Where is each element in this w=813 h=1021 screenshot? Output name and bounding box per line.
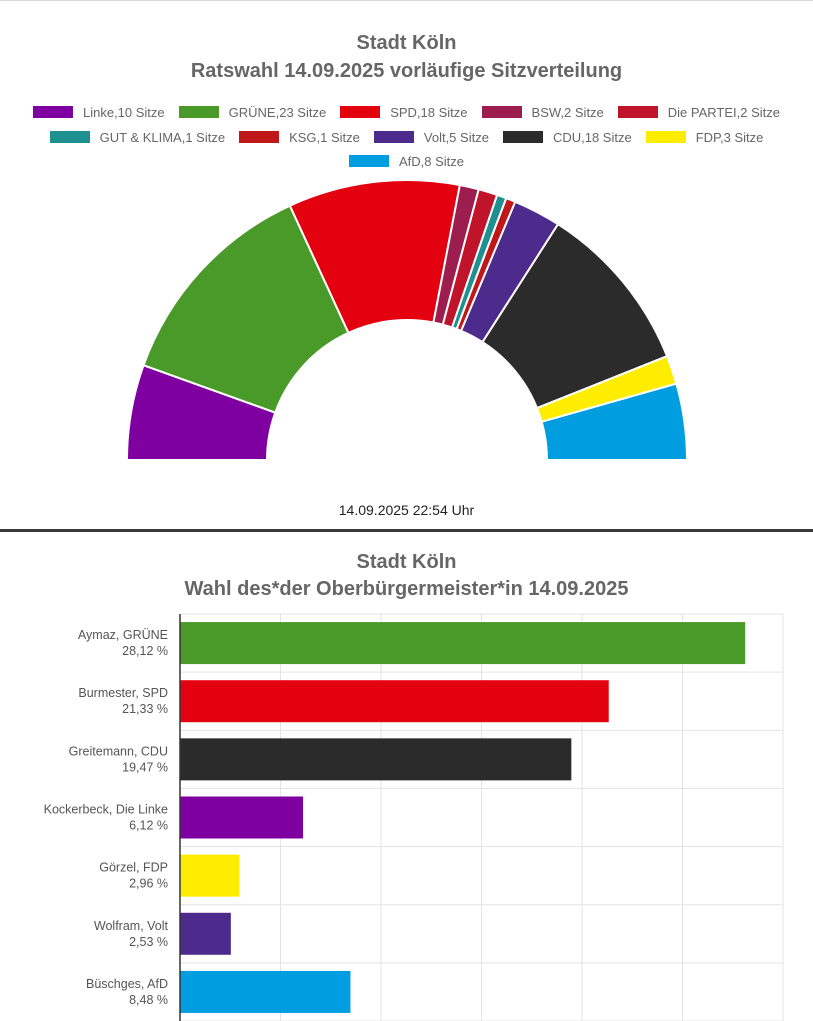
- chart-title: Stadt Köln: [356, 551, 457, 573]
- legend-label: AfD,8 Sitze: [398, 153, 465, 169]
- legend-label: SPD,18 Sitze: [390, 104, 468, 120]
- value-label: 21,33 %: [122, 702, 168, 716]
- legend-label: Linke,10 Sitze: [82, 104, 165, 120]
- legend-item-fdp[interactable]: FDP,3 Sitze: [645, 129, 764, 145]
- legend-label: CDU,18 Sitze: [552, 129, 632, 145]
- legend-item-spd[interactable]: SPD,18 Sitze: [340, 104, 468, 120]
- seat-distribution-chart: [125, 179, 689, 461]
- legend-swatch: [617, 106, 658, 118]
- legend-item-gut-and-klima[interactable]: GUT & KLIMA,1 Sitze: [49, 129, 226, 145]
- chart-subtitle: Ratswahl 14.09.2025 vorläufige Sitzverte…: [190, 60, 623, 82]
- category-label: Burmester, SPD: [78, 686, 168, 700]
- timestamp: 14.09.2025 22:54 Uhr: [338, 502, 475, 518]
- legend-swatch: [239, 131, 280, 143]
- category-label: Greitemann, CDU: [69, 744, 168, 758]
- value-label: 6,12 %: [129, 819, 168, 833]
- category-label: Aymaz, GRÜNE: [78, 628, 168, 642]
- bar-kockerbeck-die-linke[interactable]: [180, 796, 304, 839]
- legend-swatch: [340, 106, 381, 118]
- legend-swatch: [481, 106, 522, 118]
- bar-goerzel-fdp[interactable]: [180, 854, 240, 897]
- seat-distribution-panel: Stadt Köln Ratswahl 14.09.2025 vorläufig…: [0, 0, 813, 518]
- bar-greitemann-cdu[interactable]: [180, 738, 572, 781]
- legend-swatch: [373, 131, 414, 143]
- panel-divider: [0, 529, 813, 532]
- legend-swatch: [49, 131, 90, 143]
- chart-subtitle: Wahl des*der Oberbürgermeister*in 14.09.…: [184, 578, 629, 600]
- legend-label: KSG,1 Sitze: [289, 129, 360, 145]
- legend-label: Volt,5 Sitze: [423, 129, 489, 145]
- bar-burmester-spd[interactable]: [180, 680, 609, 723]
- legend-item-volt[interactable]: Volt,5 Sitze: [373, 129, 489, 145]
- legend-item-bsw[interactable]: BSW,2 Sitze: [481, 104, 604, 120]
- mayor-election-panel: Stadt Köln Wahl des*der Oberbürgermeiste…: [0, 532, 813, 1021]
- category-label: Büschges, AfD: [86, 977, 168, 991]
- category-label: Wolfram, Volt: [94, 919, 169, 933]
- legend-label: GUT & KLIMA,1 Sitze: [99, 129, 226, 145]
- legend-label: GRÜNE,23 Sitze: [228, 104, 327, 120]
- category-label: Kockerbeck, Die Linke: [44, 803, 168, 817]
- value-label: 2,53 %: [129, 935, 168, 949]
- legend-label: FDP,3 Sitze: [695, 129, 764, 145]
- legend-item-die-partei[interactable]: Die PARTEI,2 Sitze: [617, 104, 781, 120]
- legend-swatch: [645, 131, 686, 143]
- value-label: 2,96 %: [129, 877, 168, 891]
- legend-swatch: [32, 106, 73, 118]
- chart-title: Stadt Köln: [356, 32, 457, 54]
- value-label: 28,12 %: [122, 644, 168, 658]
- bar-wolfram-volt[interactable]: [180, 912, 231, 955]
- bar-aymaz-gruene[interactable]: [180, 622, 746, 665]
- bar-bueschges-afd[interactable]: [180, 970, 351, 1013]
- value-label: 19,47 %: [122, 760, 168, 774]
- legend-swatch: [178, 106, 219, 118]
- legend-item-ksg[interactable]: KSG,1 Sitze: [239, 129, 360, 145]
- category-label: Görzel, FDP: [99, 861, 168, 875]
- legend-label: BSW,2 Sitze: [531, 104, 604, 120]
- legend-item-cdu[interactable]: CDU,18 Sitze: [502, 129, 632, 145]
- legend-swatch: [502, 131, 543, 143]
- value-label: 8,48 %: [129, 993, 168, 1007]
- seat-segment-afd[interactable]: [540, 382, 689, 461]
- legend-label: Die PARTEI,2 Sitze: [667, 104, 781, 120]
- mayor-election-bar-chart: Aymaz, GRÜNE 28,12 % Burmester, SPD 21,33 %…: [44, 613, 784, 1021]
- legend-swatch: [348, 155, 389, 167]
- legend-item-afd[interactable]: AfD,8 Sitze: [348, 153, 465, 169]
- legend-item-gruene[interactable]: GRÜNE,23 Sitze: [178, 104, 327, 120]
- legend-item-linke[interactable]: Linke,10 Sitze: [32, 104, 165, 120]
